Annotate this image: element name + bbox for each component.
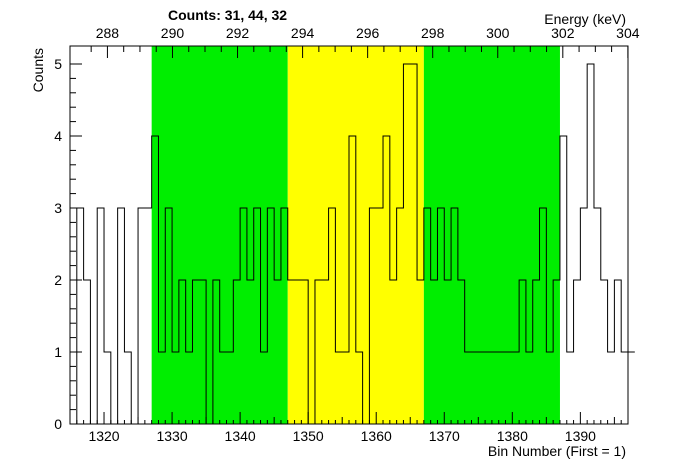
y-tick-label: 1 (54, 344, 62, 360)
x-tick-label: 1360 (361, 428, 392, 444)
x-tick-label: 1340 (225, 428, 256, 444)
x-axis: 1320 1330 1340 1350 1360 1370 1380 1390 (69, 412, 629, 444)
chart-title: Counts: 31, 44, 32 (168, 7, 287, 23)
y-axis: 0 1 2 3 4 5 (54, 56, 82, 432)
y-tick-label: 5 (54, 56, 62, 72)
energy-tick-label: 296 (356, 25, 380, 41)
x-tick-label: 1330 (156, 428, 187, 444)
energy-tick-label: 294 (291, 25, 315, 41)
histogram-line (70, 63, 635, 425)
region-0 (151, 46, 288, 424)
region-2 (423, 46, 560, 424)
y-tick-label: 3 (54, 200, 62, 216)
y-tick-label: 2 (54, 272, 62, 288)
y-tick-label: 4 (54, 128, 62, 144)
energy-tick-label: 304 (616, 25, 640, 41)
x-axis-label: Bin Number (First = 1) (488, 443, 626, 459)
x2-axis-label: Energy (keV) (544, 11, 626, 27)
energy-tick-label: 300 (486, 25, 510, 41)
energy-tick-label: 292 (226, 25, 250, 41)
x-tick-label: 1370 (429, 428, 460, 444)
energy-tick-label: 288 (96, 25, 120, 41)
x-tick-label: 1320 (88, 428, 119, 444)
x-tick-label: 1380 (497, 428, 528, 444)
x-tick-label: 1390 (565, 428, 596, 444)
energy-axis: 288 290 292 294 296 298 300 302 304 (90, 25, 640, 58)
energy-tick-label: 290 (161, 25, 185, 41)
energy-tick-label: 302 (551, 25, 575, 41)
y-axis-label: Counts (30, 48, 46, 92)
energy-tick-label: 298 (421, 25, 445, 41)
y-tick-label: 0 (54, 416, 62, 432)
x-tick-label: 1350 (293, 428, 324, 444)
